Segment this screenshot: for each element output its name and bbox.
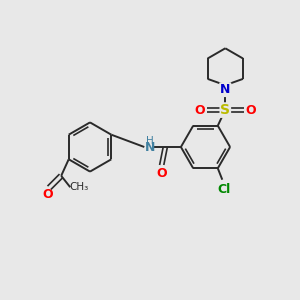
Text: N: N xyxy=(145,141,155,154)
Text: Cl: Cl xyxy=(218,183,231,196)
Text: N: N xyxy=(220,83,230,96)
Text: O: O xyxy=(156,167,167,180)
Text: CH₃: CH₃ xyxy=(69,182,88,192)
Text: O: O xyxy=(195,103,206,117)
Text: S: S xyxy=(220,103,230,117)
Text: H: H xyxy=(146,136,154,146)
Text: O: O xyxy=(43,188,53,202)
Text: O: O xyxy=(245,103,256,117)
